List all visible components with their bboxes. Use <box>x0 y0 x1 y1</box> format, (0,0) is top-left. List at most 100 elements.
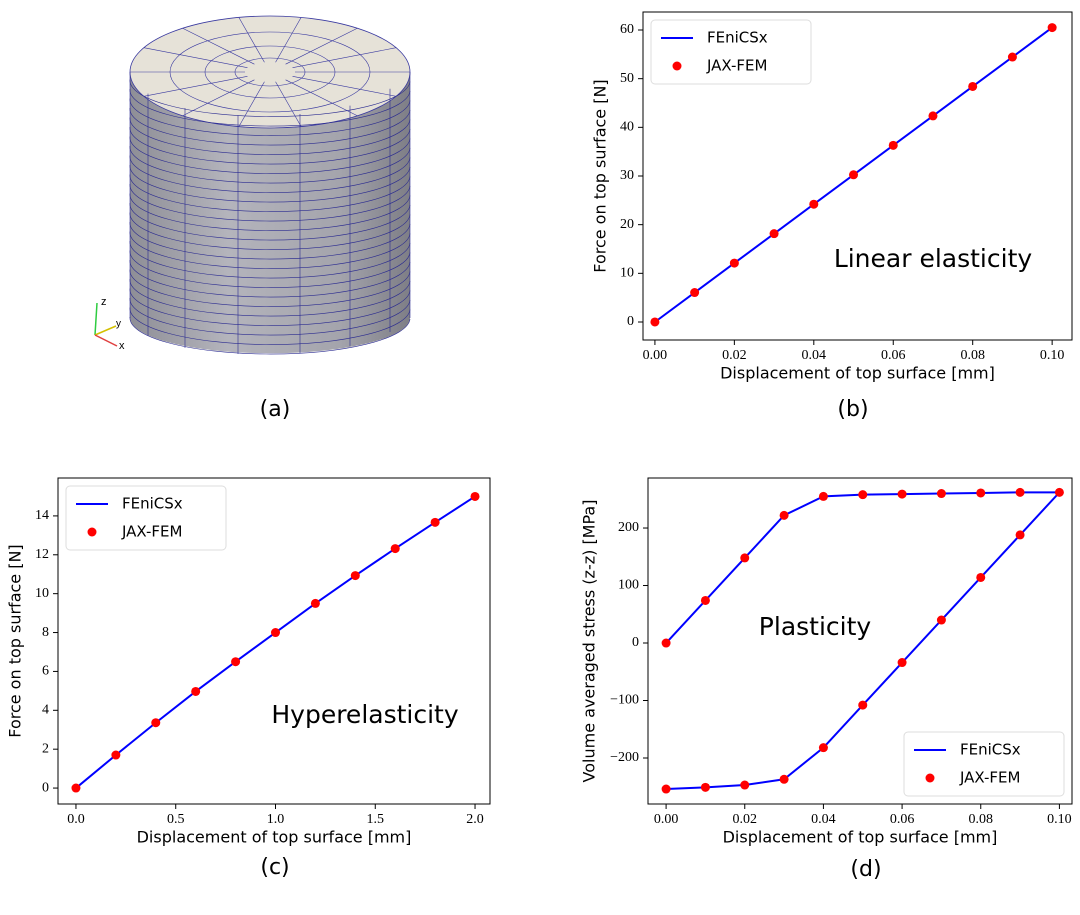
data-point <box>391 544 400 553</box>
data-point <box>662 639 671 648</box>
data-point <box>928 111 937 120</box>
panel-caption: (d) <box>850 857 881 882</box>
data-point <box>898 490 907 499</box>
data-point <box>780 511 789 520</box>
y-tick-label: 8 <box>42 625 49 640</box>
panel-caption: (a) <box>260 397 291 422</box>
data-point <box>431 518 440 527</box>
data-point <box>71 784 80 793</box>
data-point <box>770 229 779 238</box>
data-point <box>858 701 867 710</box>
data-point <box>937 616 946 625</box>
x-tick-label: 0.04 <box>802 348 827 363</box>
data-point <box>690 288 699 297</box>
data-point <box>819 743 828 752</box>
data-point <box>730 259 739 268</box>
y-axis-label: Volume averaged stress (z-z) [MPa] <box>580 500 599 783</box>
data-point <box>701 783 710 792</box>
data-point <box>650 317 659 326</box>
mesh-render <box>130 16 410 354</box>
panel-caption: (c) <box>260 855 289 880</box>
data-point <box>858 490 867 499</box>
data-point <box>1016 488 1025 497</box>
legend-label: FEniCSx <box>707 29 768 47</box>
x-tick-label: 1.0 <box>267 812 285 827</box>
axes-triad: z y x <box>95 296 125 352</box>
data-point <box>1055 488 1064 497</box>
data-point <box>898 658 907 667</box>
y-tick-label: 0 <box>627 314 634 329</box>
y-axis-label: Force on top surface [N] <box>591 79 610 272</box>
triad-label: x <box>119 340 125 352</box>
x-tick-label: 0.5 <box>167 812 185 827</box>
y-tick-label: 10 <box>35 586 49 601</box>
data-point <box>740 781 749 790</box>
data-point <box>1048 23 1057 32</box>
x-tick-label: 0.00 <box>643 348 668 363</box>
data-point <box>701 596 710 605</box>
y-tick-label: 20 <box>620 217 634 232</box>
x-tick-label: 0.08 <box>968 812 993 827</box>
data-point <box>809 200 818 209</box>
x-tick-label: 0.10 <box>1040 348 1065 363</box>
y-tick-label: 0 <box>632 635 639 650</box>
y-tick-label: 6 <box>42 664 49 679</box>
y-tick-label: 12 <box>35 547 49 562</box>
data-point <box>231 657 240 666</box>
legend-swatch <box>673 62 682 71</box>
legend-label: FEniCSx <box>122 495 183 513</box>
data-point <box>311 599 320 608</box>
data-point <box>976 573 985 582</box>
x-axis-label: Displacement of top surface [mm] <box>720 364 995 383</box>
data-point <box>889 141 898 150</box>
data-point <box>780 775 789 784</box>
data-point <box>1016 530 1025 539</box>
triad-label: z <box>101 296 107 308</box>
y-tick-label: −100 <box>610 693 639 708</box>
y-tick-label: −200 <box>610 750 639 765</box>
x-tick-label: 1.5 <box>367 812 385 827</box>
data-point <box>937 489 946 498</box>
data-point <box>351 571 360 580</box>
triad-axis <box>95 335 117 346</box>
data-point <box>271 628 280 637</box>
y-tick-label: 60 <box>620 22 634 37</box>
legend-swatch <box>88 528 97 537</box>
annotation: Linear elasticity <box>834 244 1033 273</box>
y-tick-label: 10 <box>620 266 634 281</box>
y-tick-label: 0 <box>42 780 49 795</box>
y-tick-label: 100 <box>618 578 639 593</box>
y-tick-label: 2 <box>42 741 49 756</box>
x-tick-label: 2.0 <box>466 812 484 827</box>
y-axis-label: Force on top surface [N] <box>6 544 25 737</box>
data-point <box>471 492 480 501</box>
x-tick-label: 0.10 <box>1047 812 1072 827</box>
data-point <box>849 170 858 179</box>
data-point <box>662 785 671 794</box>
triad-axis <box>95 303 97 335</box>
figure: (a) z y x 0.000.020.040.060.080.10010203… <box>0 0 1080 915</box>
legend-label: JAX-FEM <box>706 57 767 75</box>
triad-label: y <box>116 319 121 330</box>
data-point <box>1008 53 1017 62</box>
x-tick-label: 0.02 <box>722 348 747 363</box>
legend-swatch <box>926 774 935 783</box>
x-tick-label: 0.04 <box>811 812 836 827</box>
y-tick-label: 30 <box>620 168 634 183</box>
y-tick-label: 200 <box>618 520 639 535</box>
x-tick-label: 0.06 <box>881 348 906 363</box>
data-point <box>111 751 120 760</box>
legend-label: JAX-FEM <box>959 769 1020 787</box>
data-point <box>740 553 749 562</box>
legend-label: JAX-FEM <box>121 523 182 541</box>
x-tick-label: 0.00 <box>654 812 679 827</box>
triad-axis <box>95 326 116 335</box>
x-tick-label: 0.0 <box>67 812 85 827</box>
x-tick-label: 0.06 <box>890 812 915 827</box>
page: {"image_panel": {"caption": "(a)", "axis… <box>0 0 1080 915</box>
x-axis-label: Displacement of top surface [mm] <box>137 828 412 847</box>
y-tick-label: 50 <box>620 71 634 86</box>
data-point <box>191 687 200 696</box>
y-tick-label: 40 <box>620 120 634 135</box>
y-tick-label: 4 <box>42 703 49 718</box>
